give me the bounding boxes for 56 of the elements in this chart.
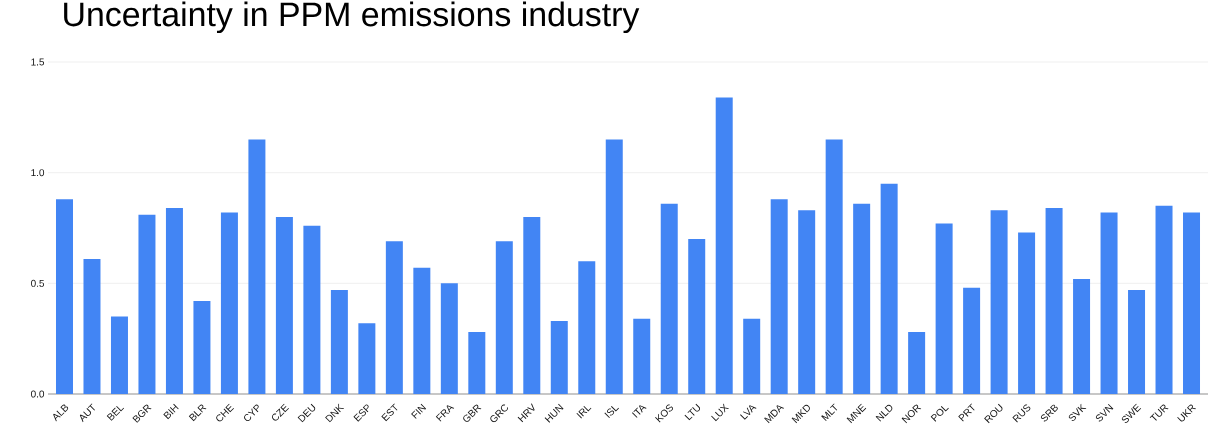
y-tick-label: 1.5 (31, 58, 45, 66)
bar (1155, 205, 1173, 394)
bar (935, 223, 953, 394)
bar (1018, 232, 1036, 394)
x-tick-label: FIN (411, 403, 427, 419)
y-tick-label: 0.0 (31, 390, 45, 398)
x-tick-label: BEL (106, 405, 125, 421)
bar (1128, 289, 1146, 394)
y-tick-label: 1.0 (31, 169, 45, 177)
bar (908, 332, 926, 394)
bar (275, 216, 293, 394)
bar (715, 97, 733, 394)
bar (110, 316, 128, 394)
bar (358, 323, 376, 394)
x-tick-label: ITA (631, 405, 647, 418)
bar (523, 216, 541, 394)
bar (963, 287, 981, 394)
bar (798, 210, 816, 394)
bar (1073, 278, 1091, 394)
bar (385, 241, 403, 394)
bar (220, 212, 238, 394)
bar (495, 241, 513, 394)
chart-title: Uncertainty in PPM emissions industry (64, 1, 640, 34)
bar (633, 318, 651, 394)
bar (578, 261, 596, 394)
bar (330, 289, 348, 394)
bar (688, 239, 706, 394)
bar (770, 199, 788, 394)
bar (660, 203, 678, 394)
x-tick-label: LVA (740, 405, 757, 420)
bar (605, 139, 623, 394)
bar (825, 139, 843, 394)
bar (1045, 208, 1063, 394)
x-tick-label: LTU (684, 403, 701, 421)
x-tick-label: IRL (576, 405, 592, 419)
bar (248, 139, 266, 394)
bar (193, 301, 211, 394)
bar (550, 320, 568, 394)
y-tick-label: 0.5 (31, 279, 45, 287)
bar (303, 225, 321, 394)
bar (1100, 212, 1118, 394)
bar (440, 283, 458, 394)
x-tick-label: POL (930, 405, 949, 422)
x-tick-label: ISL (604, 405, 619, 419)
bar (1183, 212, 1201, 394)
bar (990, 210, 1008, 394)
bar (83, 258, 101, 394)
bar (165, 208, 183, 394)
bar (468, 332, 486, 394)
bar (413, 267, 431, 394)
bar (55, 199, 73, 394)
bar (743, 318, 761, 394)
bar (138, 214, 156, 394)
x-tick-label: BIH (163, 403, 179, 420)
bar (880, 183, 898, 394)
bar (853, 203, 871, 394)
